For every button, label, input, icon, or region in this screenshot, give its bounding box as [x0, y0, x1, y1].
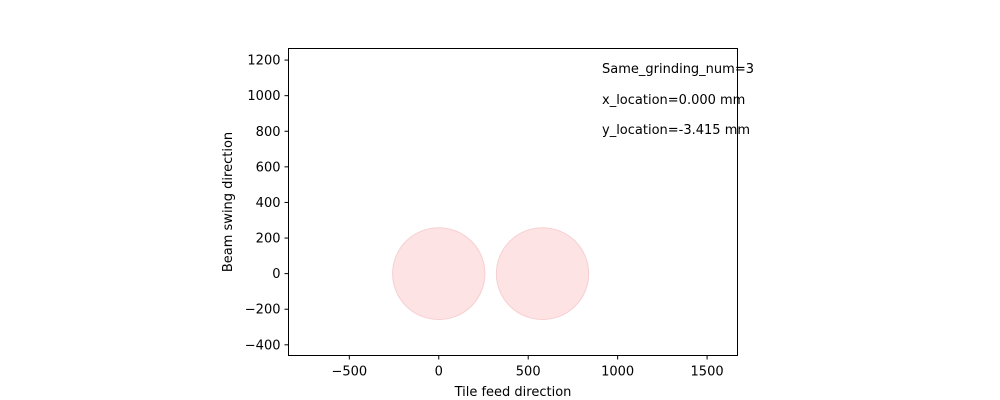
- y-tick-label: 0: [272, 267, 280, 282]
- annotation-x-location: x_location=0.000 mm: [602, 93, 745, 108]
- y-tick-label: 400: [256, 196, 281, 211]
- data-circles: [392, 227, 590, 321]
- y-tick-label: 1000: [247, 89, 280, 104]
- y-tick-label: −400: [245, 338, 281, 353]
- data-circle: [495, 227, 590, 321]
- y-axis-ticks: −400 −200 0 200 400 600 800 1000 1200: [245, 54, 289, 353]
- x-tick-label: 0: [435, 365, 443, 380]
- y-tick-label: 600: [256, 160, 281, 175]
- x-tick-label: 1500: [691, 365, 724, 380]
- data-circle: [392, 227, 486, 321]
- annotation-grinding-num: Same_grinding_num=3: [602, 62, 754, 77]
- y-tick-label: −200: [245, 303, 281, 318]
- x-axis-label: Tile feed direction: [454, 385, 572, 400]
- x-axis-ticks: −500 0 500 1000 1500: [331, 355, 724, 380]
- x-tick-label: 1000: [601, 365, 634, 380]
- annotation-y-location: y_location=-3.415 mm: [602, 123, 750, 138]
- y-tick-label: 200: [256, 232, 281, 247]
- y-tick-label: 800: [256, 125, 281, 140]
- y-tick-label: 1200: [247, 54, 280, 69]
- y-axis-label: Beam swing direction: [221, 132, 236, 272]
- x-tick-label: −500: [331, 365, 367, 380]
- x-tick-label: 500: [516, 365, 541, 380]
